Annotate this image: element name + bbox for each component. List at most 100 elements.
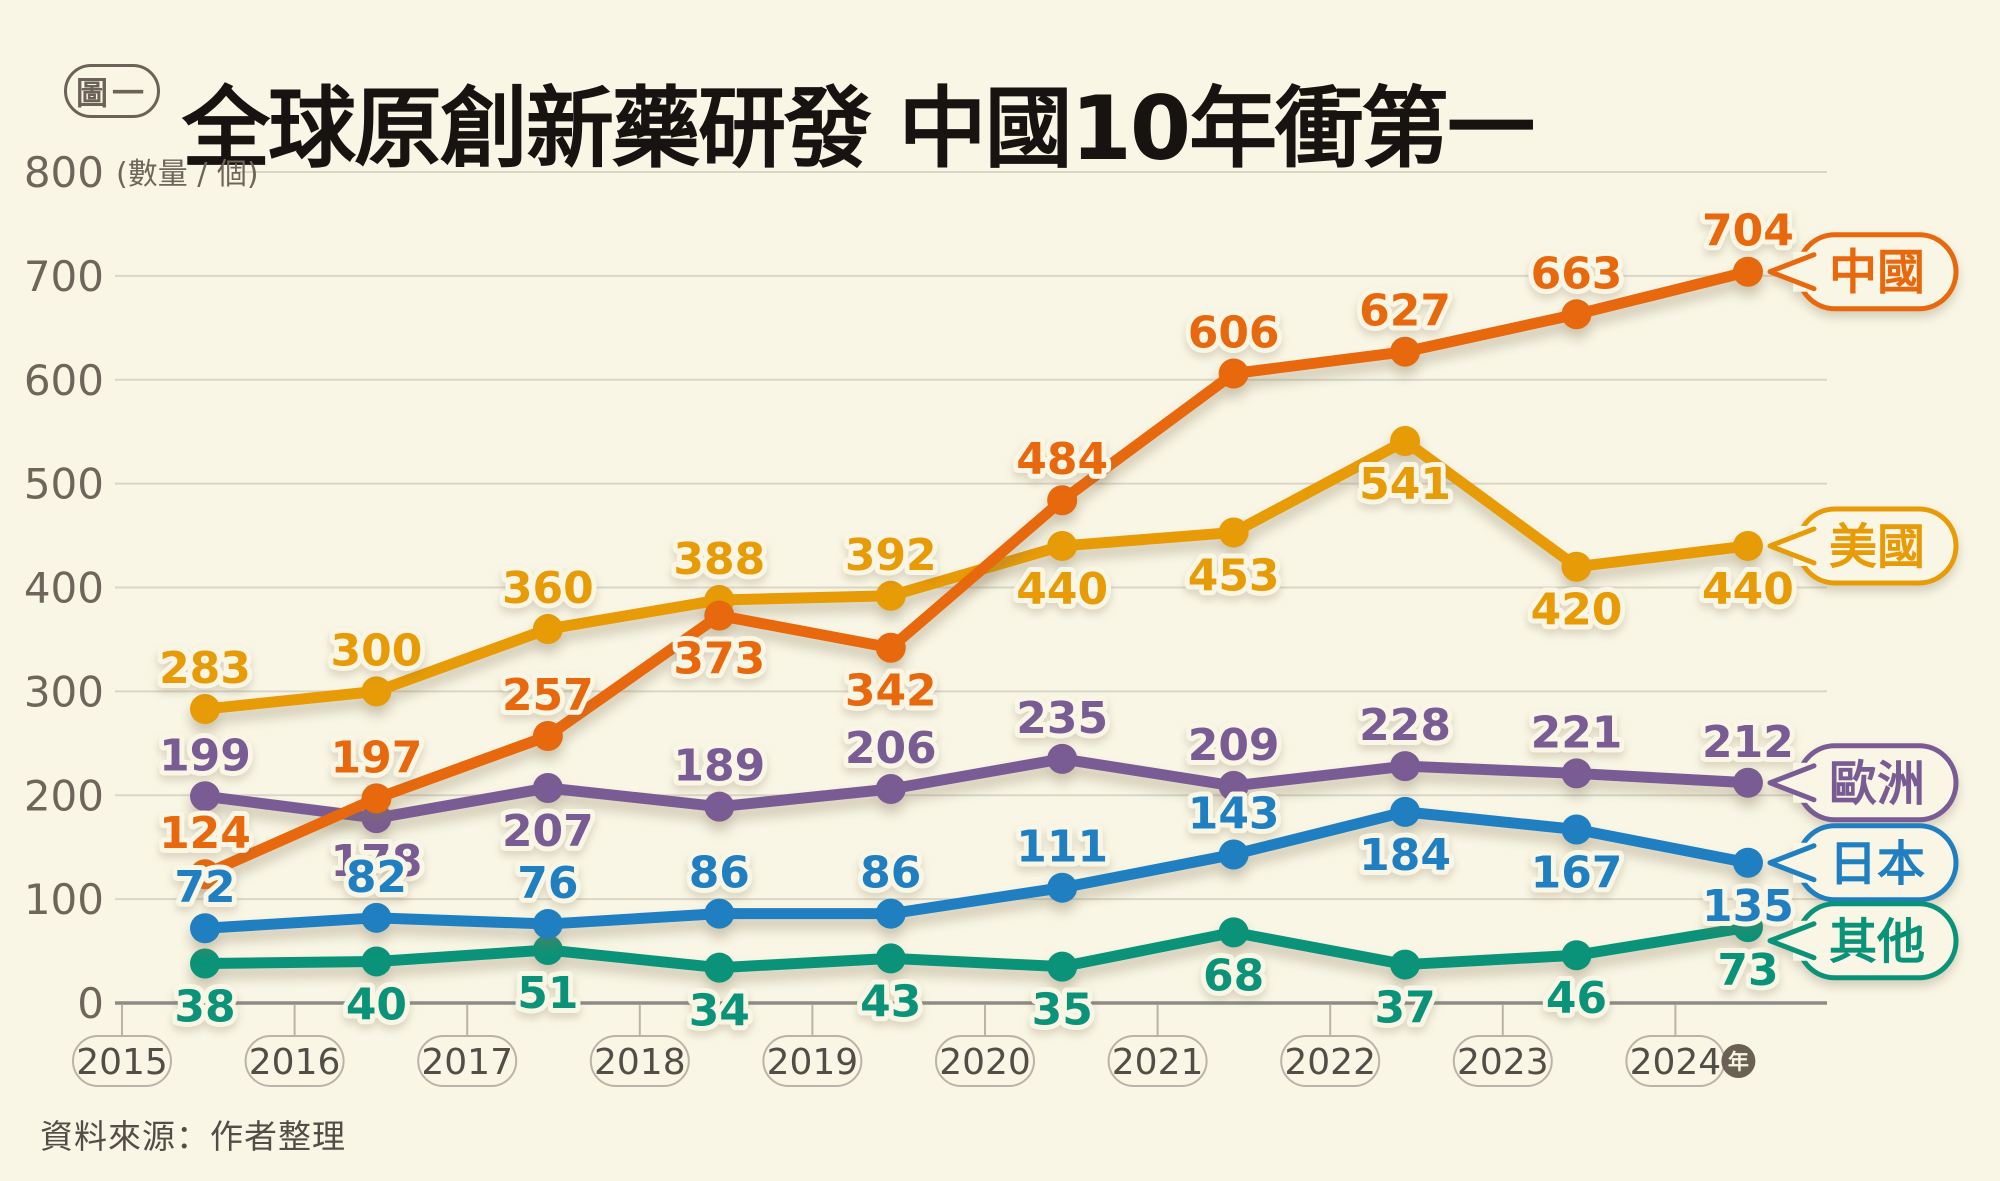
data-point: [1390, 751, 1421, 782]
tag-pointer: [1767, 763, 1817, 803]
data-point: [1218, 770, 1249, 801]
value-label: 300: [331, 625, 423, 676]
data-point: [532, 935, 563, 966]
value-label: 72: [174, 862, 235, 913]
data-point: [1732, 256, 1763, 287]
x-axis-labels: 2015 2016 2017 2018 2019 2020 2021 2022 2023 2024…: [72, 1005, 1756, 1087]
y-tick-label: 600: [24, 356, 104, 405]
year-unit-badge: [1721, 1044, 1756, 1078]
y-tick-label: 800: [24, 148, 104, 197]
page-title: 全球原創新藥研發 中國10年衝第一: [182, 76, 1535, 180]
data-point: [1047, 743, 1078, 774]
year-pill: [935, 1035, 1035, 1087]
value-label: 76: [517, 858, 578, 909]
year-pill: [1280, 1035, 1381, 1087]
value-label: 704: [1702, 206, 1794, 257]
value-label: 453: [1188, 550, 1280, 601]
value-labels-japan: 72 82 76 86 86 111 143 184 167 135: [169, 783, 1799, 936]
year-pill: [1452, 1035, 1553, 1087]
year-label: 2016: [249, 1042, 341, 1083]
value-label: 51: [517, 968, 578, 1019]
year-label: 2023: [1457, 1042, 1549, 1083]
series-china: [190, 256, 1763, 890]
value-label: 184: [1359, 830, 1451, 881]
value-label: 420: [1531, 585, 1623, 636]
data-point: [1561, 940, 1592, 971]
year-label: 2024: [1630, 1042, 1722, 1083]
value-label: 82: [346, 852, 407, 903]
data-point: [190, 781, 220, 812]
value-labels-china: 124 197 257 373 342 484 606 627 663 704: [154, 201, 1799, 864]
value-label: 86: [860, 848, 921, 899]
value-label: 484: [1016, 434, 1108, 485]
series-tag-china: 中國: [1767, 232, 1959, 312]
y-tick-label: 200: [24, 771, 104, 820]
y-tick-label: 700: [24, 252, 104, 301]
data-point: [190, 859, 220, 890]
year-pill: [417, 1035, 518, 1087]
value-label: 40: [346, 979, 407, 1030]
figure-badge-label: 圖一: [75, 74, 148, 112]
data-point: [875, 632, 906, 663]
tag-pointer: [1767, 921, 1817, 961]
value-label: 541: [1359, 459, 1451, 510]
data-point: [704, 600, 735, 631]
y-tick-label: 500: [24, 460, 104, 509]
data-point: [532, 614, 563, 645]
data-point: [875, 898, 906, 929]
series-tag-label: 日本: [1829, 836, 1925, 892]
data-point: [190, 913, 220, 944]
y-tick-label: 300: [24, 667, 104, 716]
data-point: [532, 909, 563, 940]
series-tag-label: 歐洲: [1829, 756, 1925, 812]
data-point: [1390, 336, 1421, 367]
data-point: [1218, 358, 1249, 389]
data-point: [1047, 485, 1078, 516]
series-path-china: [199, 266, 1754, 880]
value-label: 68: [1203, 950, 1264, 1001]
data-point: [704, 898, 735, 929]
value-label: 124: [159, 808, 251, 859]
data-point: [704, 952, 735, 983]
value-label: 167: [1531, 848, 1623, 899]
y-tick-label: 100: [24, 875, 104, 924]
tag-pointer: [1767, 252, 1817, 292]
data-point: [190, 694, 220, 725]
y-tick-label: 0: [77, 979, 104, 1028]
value-label: 206: [845, 723, 937, 774]
data-point: [1732, 767, 1763, 798]
data-point: [1732, 847, 1763, 878]
year-label: 2020: [939, 1042, 1031, 1083]
series-japan: [190, 796, 1763, 944]
value-label: 111: [1016, 822, 1108, 873]
year-label: 2019: [767, 1042, 859, 1083]
tag-pointer: [1767, 843, 1817, 883]
value-label: 43: [860, 976, 921, 1027]
data-point: [1218, 917, 1249, 948]
year-label: 2017: [421, 1042, 513, 1083]
value-label: 663: [1531, 248, 1623, 299]
series-path-others: [199, 921, 1754, 974]
year-label: 2015: [76, 1042, 168, 1083]
data-point: [875, 943, 906, 974]
value-label: 257: [502, 670, 594, 721]
series-tag-japan: 日本: [1767, 823, 1959, 903]
data-point: [875, 580, 906, 611]
data-point: [361, 902, 392, 933]
year-label: 2018: [594, 1042, 686, 1083]
data-point: [532, 772, 563, 803]
series-tag-label: 中國: [1829, 245, 1925, 301]
series-path-europe: [199, 753, 1754, 824]
data-point: [1218, 839, 1249, 870]
data-point: [1390, 796, 1421, 827]
value-label: 37: [1374, 983, 1435, 1034]
value-labels-others: 38 40 51 34 43 35 68 37 46 73: [169, 940, 1783, 1042]
value-label: 221: [1531, 707, 1623, 758]
value-label: 235: [1016, 693, 1108, 744]
value-labels-usa: 283 300 360 388 392 440 453 541 420 440: [154, 454, 1799, 699]
grid-lines: [115, 171, 1827, 1005]
data-point: [1732, 530, 1763, 561]
value-label: 627: [1359, 286, 1451, 337]
data-point: [704, 791, 735, 822]
year-unit-label: 年: [1728, 1050, 1749, 1074]
